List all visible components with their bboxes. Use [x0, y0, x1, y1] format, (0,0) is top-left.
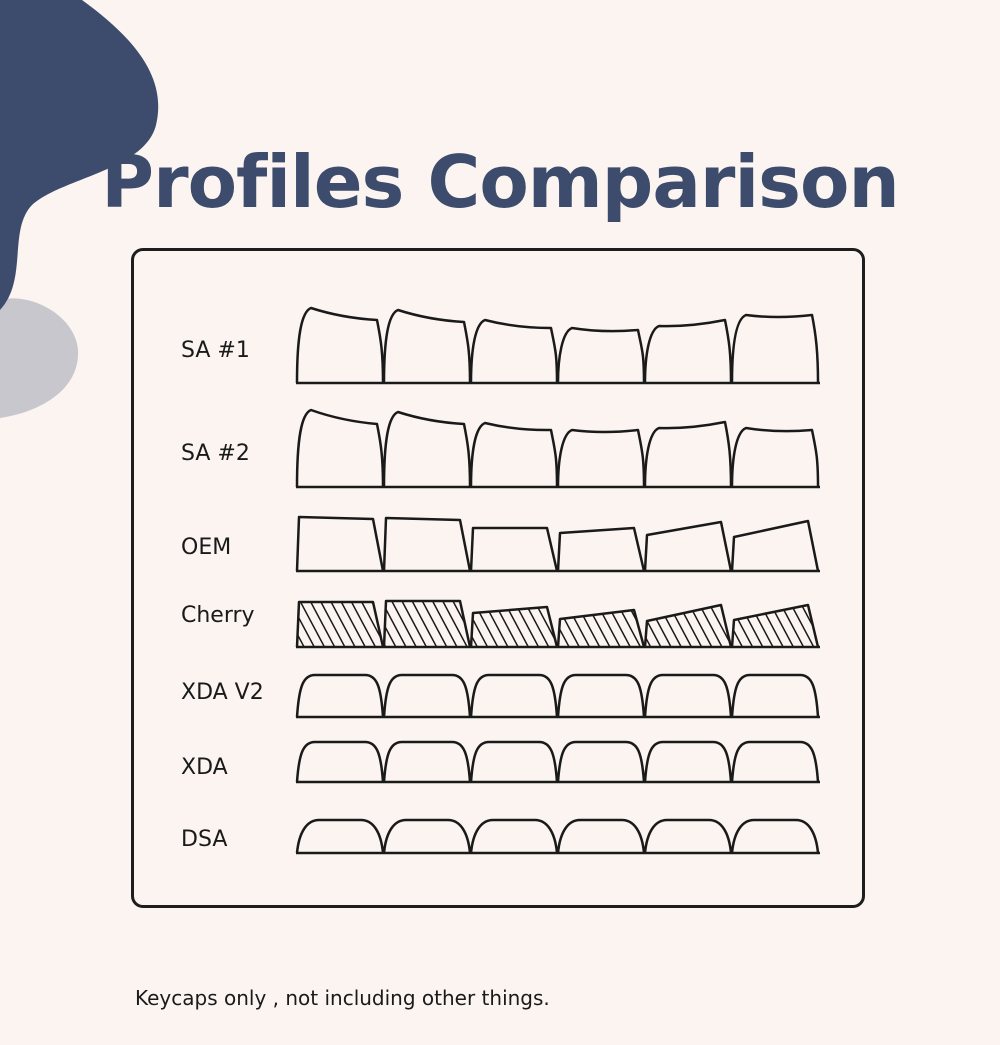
profile-label-dsa: DSA [181, 827, 228, 852]
keycap-outline [556, 526, 646, 572]
keycap-outline [556, 608, 646, 648]
keycap-outline [295, 740, 385, 783]
keycap-outline [469, 526, 559, 572]
keycap-outline [469, 421, 559, 488]
keycap-outline [556, 326, 646, 384]
keycap-outline [469, 740, 559, 783]
keycap-row-3 [295, 515, 820, 573]
footnote: Keycaps only , not including other thing… [135, 986, 550, 1010]
keycap-outline [469, 318, 559, 384]
keycap-row-7 [295, 818, 820, 855]
keycap-outline [643, 318, 733, 384]
keycap-outline [556, 740, 646, 783]
profile-label-xda-v2: XDA V2 [181, 680, 264, 705]
keycap-outline [643, 520, 733, 572]
keycap-outline [730, 313, 820, 384]
keycap-outline [556, 673, 646, 718]
keycap-outline [382, 740, 472, 783]
keycap-outline [382, 308, 472, 384]
keycap-outline [295, 818, 385, 854]
keycap-outline [556, 818, 646, 854]
profiles-panel [131, 248, 865, 908]
page-title: Profiles Comparison [101, 140, 899, 225]
light-gray-blob [0, 298, 79, 418]
keycap-outline [382, 673, 472, 718]
keycap-outline [469, 673, 559, 718]
keycap-outline [382, 599, 472, 648]
keycap-outline [556, 428, 646, 488]
profile-label-cherry: Cherry [181, 603, 255, 628]
keycap-outline [469, 818, 559, 854]
keycap-outline [382, 818, 472, 854]
keycap-outline [730, 673, 820, 718]
keycap-outline [382, 516, 472, 572]
keycap-outline [295, 515, 385, 572]
keycap-outline [730, 740, 820, 783]
keycap-outline [295, 600, 385, 648]
profile-label-sa1: SA #1 [181, 338, 250, 363]
profile-label-xda: XDA [181, 755, 228, 780]
keycap-outline [295, 306, 385, 384]
keycap-outline [730, 519, 820, 572]
keycap-outline [295, 408, 385, 488]
keycap-row-5 [295, 673, 820, 719]
keycap-outline [643, 740, 733, 783]
keycap-outline [730, 603, 820, 648]
keycap-outline [382, 410, 472, 488]
navy-blob [0, 0, 159, 310]
keycap-row-1 [295, 306, 820, 385]
keycap-outline [469, 605, 559, 648]
keycap-outline [730, 818, 820, 854]
keycap-outline [643, 818, 733, 854]
keycap-outline [643, 420, 733, 488]
keycap-outline [295, 673, 385, 718]
keycap-outline [643, 673, 733, 718]
profile-label-sa2: SA #2 [181, 441, 250, 466]
keycap-row-6 [295, 740, 820, 784]
keycap-outline [643, 603, 733, 648]
keycap-row-4 [295, 599, 820, 649]
profile-label-oem: OEM [181, 535, 232, 560]
keycap-row-2 [295, 408, 820, 489]
decorative-blobs [0, 0, 159, 418]
keycap-outline [730, 426, 820, 488]
